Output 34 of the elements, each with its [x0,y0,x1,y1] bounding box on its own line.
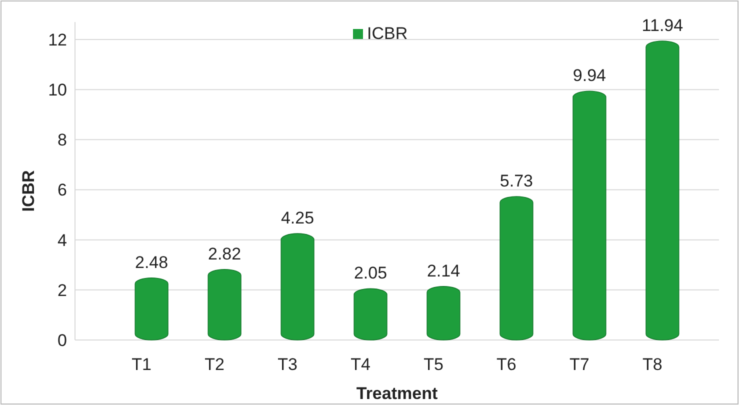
x-tick-label: T4 [350,355,370,374]
x-tick-label: T8 [642,355,662,374]
y-tick-label: 12 [48,30,67,50]
y-tick-label: 10 [48,80,67,100]
data-label: 9.94 [572,66,606,86]
bar [280,233,314,340]
bar [500,196,534,340]
bar [572,90,606,340]
data-label: 5.73 [500,172,534,191]
data-label: 11.94 [642,16,684,36]
x-tick-label: T6 [496,355,516,374]
data-label: 2.82 [208,244,242,264]
bar [134,278,168,340]
y-axis-title: ICBR [19,170,38,212]
data-label: 4.25 [280,208,314,228]
y-tick-label: 6 [58,180,67,200]
data-label: 2.14 [426,261,460,280]
data-label: 2.05 [354,264,388,283]
y-tick-label: 8 [58,130,67,150]
x-tick-label: T7 [570,355,590,374]
bar [426,286,460,340]
x-tick-label: T1 [132,355,152,374]
x-tick-label: T2 [204,355,224,374]
x-axis-title: Treatment [356,384,438,403]
x-tick-label: T3 [278,355,298,374]
legend-label: ICBR [367,24,408,43]
bar [208,268,242,340]
y-tick-label: 0 [58,330,67,350]
y-tick-label: 4 [58,230,67,250]
y-tick-label: 2 [58,280,67,300]
bar [646,40,680,340]
bar [354,288,388,340]
x-tick-label: T5 [424,355,444,374]
data-label: 2.48 [135,252,168,272]
